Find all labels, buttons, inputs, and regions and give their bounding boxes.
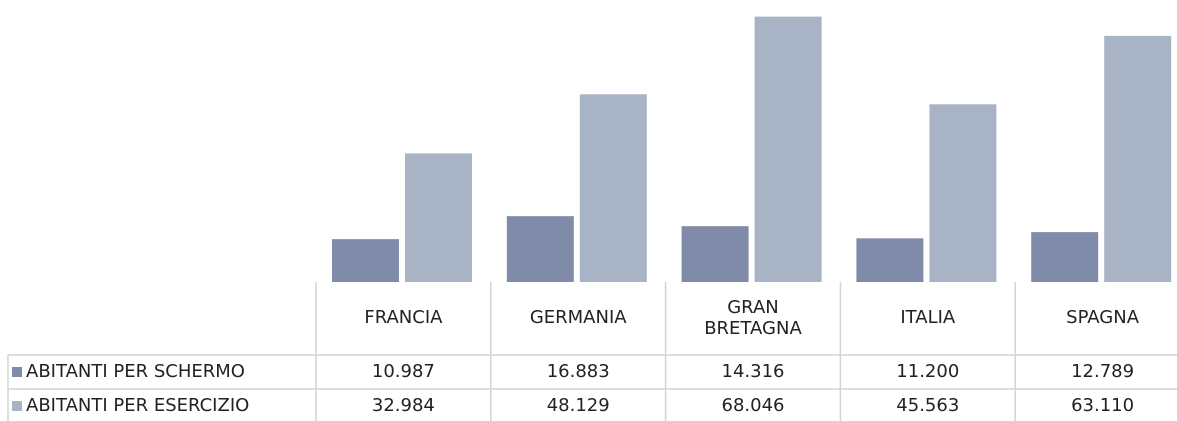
category-label: ITALIA bbox=[840, 282, 1015, 355]
legend-entry: ABITANTI PER ESERCIZIO bbox=[8, 389, 316, 421]
data-label-text: 16.883 bbox=[546, 360, 610, 382]
bar bbox=[579, 94, 647, 282]
category-label-text: SPAGNA bbox=[1066, 307, 1140, 329]
legend-entry: ABITANTI PER SCHERMO bbox=[8, 355, 316, 389]
data-label-text: 68.046 bbox=[721, 394, 785, 416]
category-label: FRANCIA bbox=[316, 282, 491, 355]
bar bbox=[1104, 35, 1172, 282]
data-label: 32.984 bbox=[316, 389, 491, 421]
category-label-text: GRAN BRETAGNA bbox=[704, 296, 802, 339]
data-label: 14.316 bbox=[666, 355, 841, 389]
data-label-text: 14.316 bbox=[721, 360, 785, 382]
bar bbox=[681, 226, 749, 282]
bar bbox=[929, 104, 997, 283]
legend-text: ABITANTI PER ESERCIZIO bbox=[26, 394, 250, 416]
data-label-text: 48.129 bbox=[546, 394, 610, 416]
data-label: 10.987 bbox=[316, 355, 491, 389]
data-label-text: 63.110 bbox=[1071, 394, 1135, 416]
bar bbox=[754, 16, 822, 282]
category-label-text: GERMANIA bbox=[529, 307, 627, 329]
data-label: 11.200 bbox=[840, 355, 1015, 389]
data-label-text: 10.987 bbox=[371, 360, 435, 382]
category-label: SPAGNA bbox=[1015, 282, 1177, 355]
data-label: 16.883 bbox=[491, 355, 666, 389]
bar bbox=[506, 216, 574, 282]
data-label: 68.046 bbox=[666, 389, 841, 421]
data-label-text: 12.789 bbox=[1071, 360, 1135, 382]
category-label: GERMANIA bbox=[491, 282, 666, 355]
bar bbox=[332, 239, 399, 282]
bar bbox=[405, 153, 472, 282]
legend-swatch bbox=[12, 367, 22, 377]
bar bbox=[1031, 232, 1099, 282]
category-label-text: FRANCIA bbox=[364, 307, 443, 329]
category-label-text: ITALIA bbox=[900, 307, 956, 329]
data-label: 45.563 bbox=[840, 389, 1015, 421]
data-label: 12.789 bbox=[1015, 355, 1177, 389]
legend-swatch bbox=[12, 401, 22, 411]
data-label-text: 32.984 bbox=[371, 394, 435, 416]
data-label-text: 11.200 bbox=[896, 360, 960, 382]
data-label-text: 45.563 bbox=[896, 394, 960, 416]
legend-text: ABITANTI PER SCHERMO bbox=[26, 360, 245, 382]
category-label: GRAN BRETAGNA bbox=[666, 282, 841, 355]
data-label: 48.129 bbox=[491, 389, 666, 421]
data-label: 63.110 bbox=[1015, 389, 1177, 421]
bar bbox=[856, 238, 924, 282]
